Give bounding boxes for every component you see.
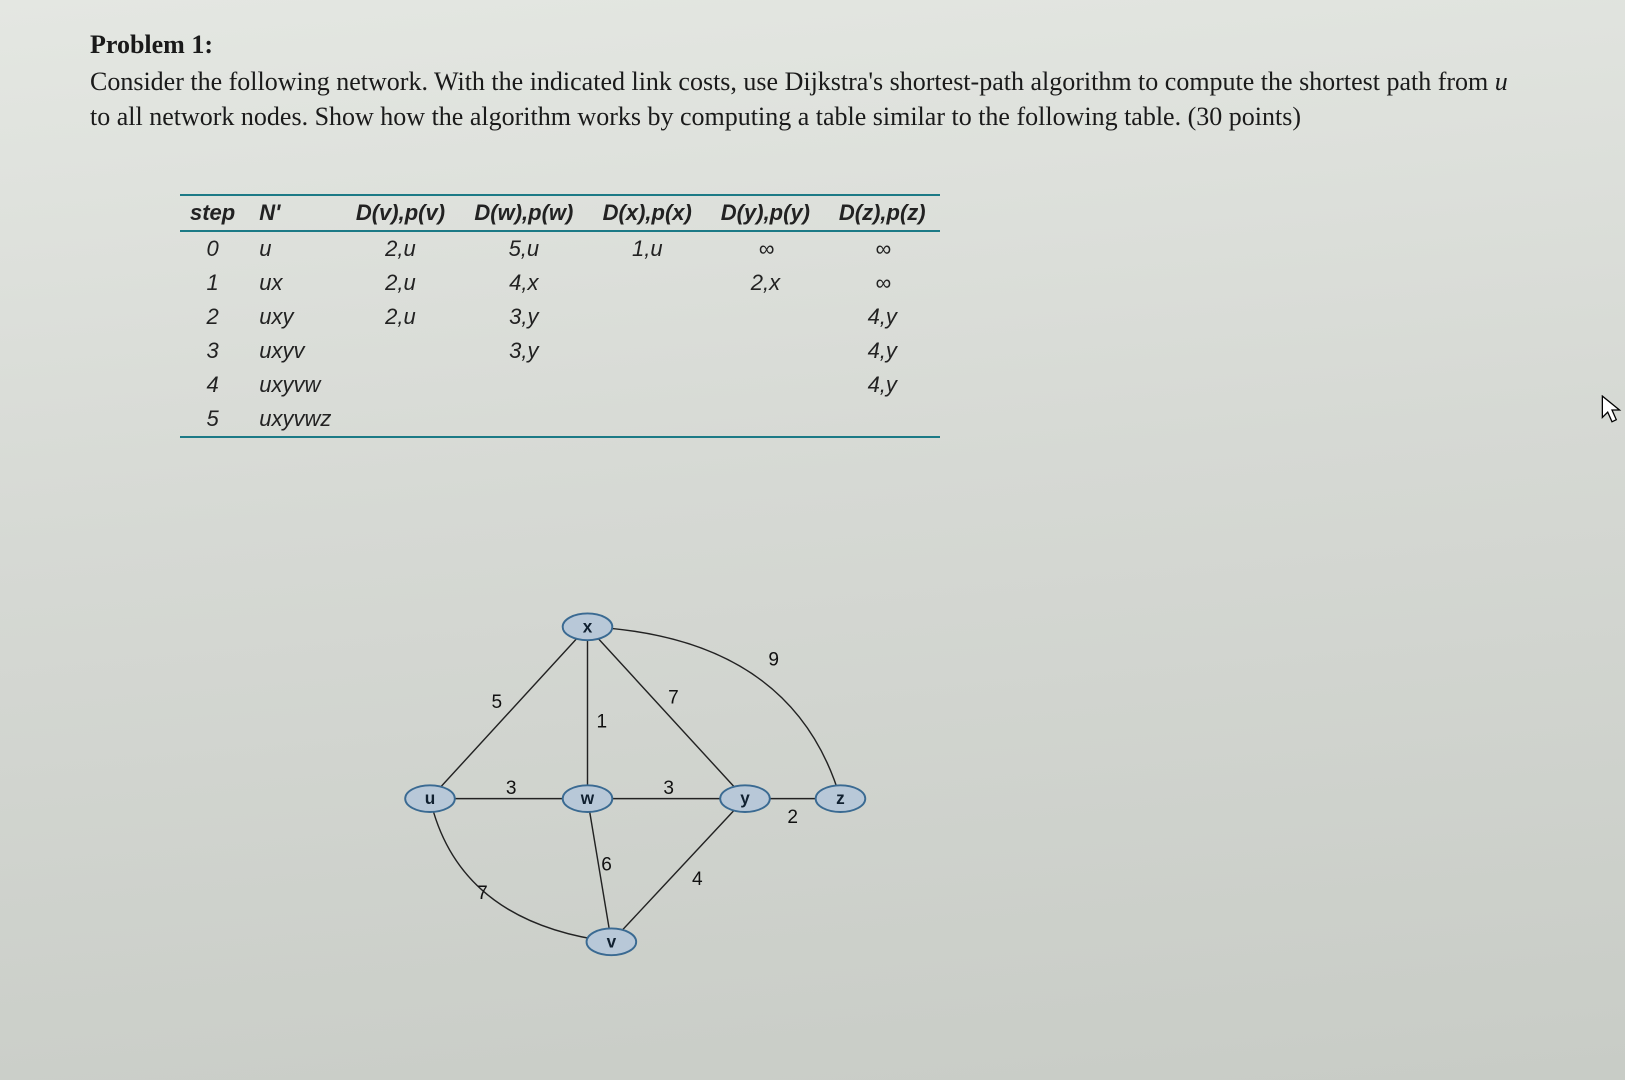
edge-u-v	[430, 799, 611, 942]
cell	[460, 402, 589, 437]
dijkstra-table: step N' D(v),p(v) D(w),p(w) D(x),p(x) D(…	[180, 194, 940, 438]
problem-heading: Problem 1:	[90, 30, 1535, 60]
table-row: 2 uxy 2,u 3,y 4,y	[180, 300, 940, 334]
cell	[706, 402, 824, 437]
cell: 4,y	[824, 368, 940, 402]
cell: 3	[180, 334, 245, 368]
table-header-row: step N' D(v),p(v) D(w),p(w) D(x),p(x) D(…	[180, 195, 940, 231]
cell	[588, 300, 706, 334]
cell	[706, 334, 824, 368]
cell: 3,y	[460, 300, 589, 334]
problem-body-var: u	[1495, 67, 1508, 96]
edges-group	[430, 627, 840, 942]
col-dv: D(v),p(v)	[341, 195, 459, 231]
node-label-y: y	[740, 788, 750, 808]
problem-body-post: to all network nodes. Show how the algor…	[90, 102, 1301, 131]
weight-u-v: 7	[477, 883, 488, 904]
table-row: 5 uxyvwz	[180, 402, 940, 437]
cell: ux	[245, 266, 341, 300]
cell: ∞	[824, 231, 940, 266]
cell: uxyvw	[245, 368, 341, 402]
cell: 2,u	[341, 231, 459, 266]
dijkstra-table-wrap: step N' D(v),p(v) D(w),p(w) D(x),p(x) D(…	[180, 194, 1535, 438]
page: Problem 1: Consider the following networ…	[0, 0, 1625, 1080]
network-diagram: 5 3 7 1 7 9 3 6 4 2 u x w v y z	[340, 560, 940, 980]
cell	[588, 266, 706, 300]
table-body: 0 u 2,u 5,u 1,u ∞ ∞ 1 ux 2,u 4,x 2,x ∞	[180, 231, 940, 437]
weights-group: 5 3 7 1 7 9 3 6 4 2	[477, 649, 798, 904]
table-row: 0 u 2,u 5,u 1,u ∞ ∞	[180, 231, 940, 266]
cell: 2,u	[341, 266, 459, 300]
node-z: z	[816, 785, 866, 812]
cell: 5,u	[460, 231, 589, 266]
cell	[706, 368, 824, 402]
weight-v-y: 4	[692, 869, 703, 890]
col-step: step	[180, 195, 245, 231]
node-v: v	[587, 928, 637, 955]
cell: 0	[180, 231, 245, 266]
node-label-z: z	[836, 788, 845, 808]
node-y: y	[720, 785, 770, 812]
cell: 5	[180, 402, 245, 437]
cell	[588, 334, 706, 368]
cell: 3,y	[460, 334, 589, 368]
problem-body-pre: Consider the following network. With the…	[90, 67, 1495, 96]
weight-x-z: 9	[768, 649, 779, 670]
cell	[460, 368, 589, 402]
col-nprime: N'	[245, 195, 341, 231]
edge-x-z	[588, 627, 841, 799]
cell: 2,x	[706, 266, 824, 300]
col-dy: D(y),p(y)	[706, 195, 824, 231]
node-label-u: u	[425, 788, 436, 808]
cell: 4	[180, 368, 245, 402]
col-dw: D(w),p(w)	[460, 195, 589, 231]
cell: 4,y	[824, 300, 940, 334]
table-row: 3 uxyv 3,y 4,y	[180, 334, 940, 368]
cell: 4,y	[824, 334, 940, 368]
network-svg: 5 3 7 1 7 9 3 6 4 2 u x w v y z	[340, 560, 940, 980]
cell: 2,u	[341, 300, 459, 334]
cell	[341, 334, 459, 368]
cell: uxyvwz	[245, 402, 341, 437]
cell	[341, 368, 459, 402]
node-label-v: v	[607, 931, 617, 951]
edge-v-y	[611, 799, 745, 942]
weight-u-x: 5	[492, 692, 503, 713]
cell: 1	[180, 266, 245, 300]
col-dx: D(x),p(x)	[588, 195, 706, 231]
node-u: u	[405, 785, 455, 812]
edge-x-y	[588, 627, 746, 799]
cell: ∞	[824, 266, 940, 300]
cell: u	[245, 231, 341, 266]
problem-text: Consider the following network. With the…	[90, 64, 1510, 134]
cell: 1,u	[588, 231, 706, 266]
cell	[824, 402, 940, 437]
node-w: w	[563, 785, 613, 812]
cursor-icon	[1601, 395, 1623, 425]
node-x: x	[563, 613, 613, 640]
cell	[588, 402, 706, 437]
table-row: 4 uxyvw 4,y	[180, 368, 940, 402]
cell	[341, 402, 459, 437]
weight-u-w: 3	[506, 778, 517, 799]
weight-w-v: 6	[601, 855, 612, 876]
weight-y-z: 2	[787, 807, 798, 828]
weight-x-w: 1	[597, 711, 608, 732]
cell	[706, 300, 824, 334]
table-row: 1 ux 2,u 4,x 2,x ∞	[180, 266, 940, 300]
cell: uxy	[245, 300, 341, 334]
cell: 4,x	[460, 266, 589, 300]
weight-x-y: 7	[668, 687, 679, 708]
cell: uxyv	[245, 334, 341, 368]
node-label-w: w	[580, 788, 595, 808]
node-label-x: x	[583, 616, 593, 636]
cell: ∞	[706, 231, 824, 266]
cell: 2	[180, 300, 245, 334]
cell	[588, 368, 706, 402]
weight-w-y: 3	[663, 778, 674, 799]
col-dz: D(z),p(z)	[824, 195, 940, 231]
nodes-group: u x w v y z	[405, 613, 865, 955]
edge-u-x	[430, 627, 588, 799]
